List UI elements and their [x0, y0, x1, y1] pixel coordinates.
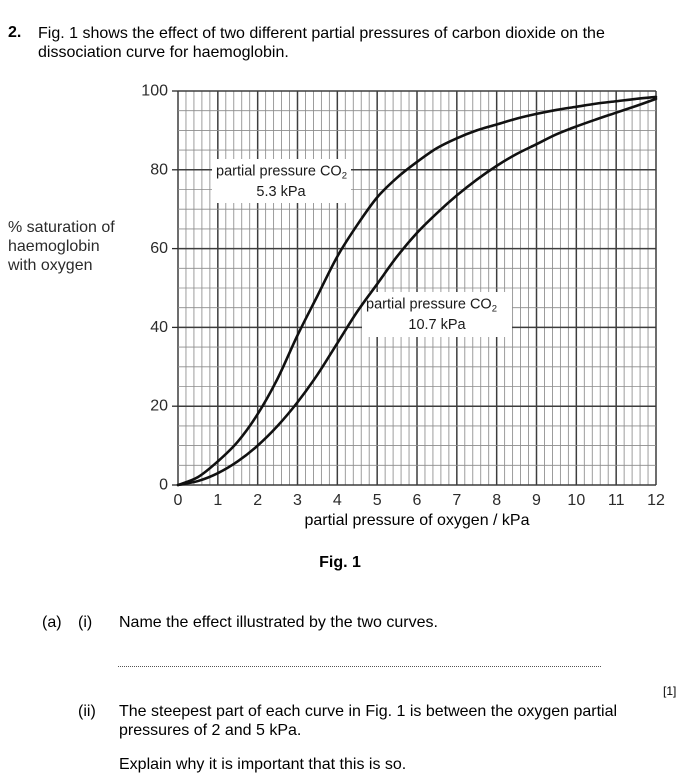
svg-text:60: 60 — [150, 240, 168, 257]
svg-text:partial pressure CO2: partial pressure CO2 — [366, 297, 497, 315]
svg-text:10.7 kPa: 10.7 kPa — [408, 317, 466, 333]
svg-text:5: 5 — [373, 492, 382, 509]
svg-text:2: 2 — [253, 492, 262, 509]
svg-text:12: 12 — [647, 492, 665, 509]
svg-text:0: 0 — [159, 477, 168, 494]
svg-text:6: 6 — [413, 492, 422, 509]
svg-text:3: 3 — [293, 492, 302, 509]
svg-text:1: 1 — [213, 492, 222, 509]
svg-text:11: 11 — [608, 492, 625, 509]
svg-text:partial pressure CO2: partial pressure CO2 — [216, 164, 347, 182]
svg-text:9: 9 — [532, 492, 541, 509]
svg-text:8: 8 — [492, 492, 501, 509]
svg-text:80: 80 — [150, 161, 168, 178]
svg-text:10: 10 — [567, 492, 585, 509]
svg-text:20: 20 — [150, 398, 168, 415]
svg-text:40: 40 — [150, 319, 168, 336]
svg-text:partial pressure of oxygen / k: partial pressure of oxygen / kPa — [304, 512, 529, 529]
svg-text:100: 100 — [141, 83, 168, 100]
svg-text:0: 0 — [174, 492, 183, 509]
svg-text:4: 4 — [333, 492, 342, 509]
svg-text:7: 7 — [452, 492, 461, 509]
svg-text:5.3 kPa: 5.3 kPa — [256, 184, 306, 200]
